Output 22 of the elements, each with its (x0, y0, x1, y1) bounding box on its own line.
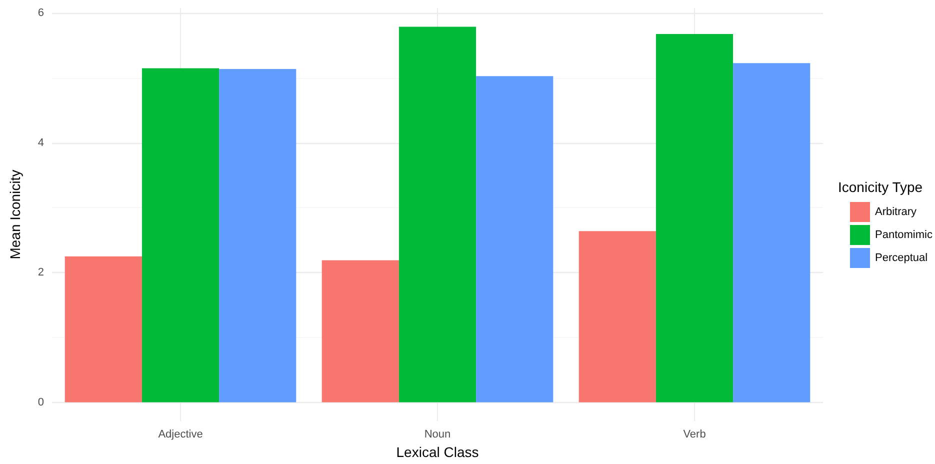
bar (398, 26, 476, 402)
bar (476, 76, 554, 402)
y-tick-label: 2 (38, 266, 44, 279)
x-axis-title: Lexical Class (396, 444, 479, 460)
bar (219, 68, 296, 402)
bar (733, 63, 810, 402)
legend-label: Arbitrary (875, 206, 918, 218)
x-tick-label: Verb (683, 428, 706, 441)
bar (64, 256, 142, 402)
y-tick-label: 6 (38, 7, 44, 20)
bar (142, 68, 220, 402)
y-tick-label: 4 (38, 136, 44, 149)
bar (656, 34, 734, 402)
y-axis-title: Mean Iconicity (7, 170, 23, 260)
y-tick-label: 0 (38, 396, 44, 408)
bar (322, 260, 399, 402)
x-tick-label: Noun (424, 428, 451, 441)
bar (578, 231, 656, 402)
legend-label: Pantomimic (875, 229, 933, 241)
legend-label: Perceptual (875, 252, 928, 264)
x-tick-label: Adjective (158, 428, 203, 441)
legend-title: Iconicity Type (838, 179, 923, 195)
